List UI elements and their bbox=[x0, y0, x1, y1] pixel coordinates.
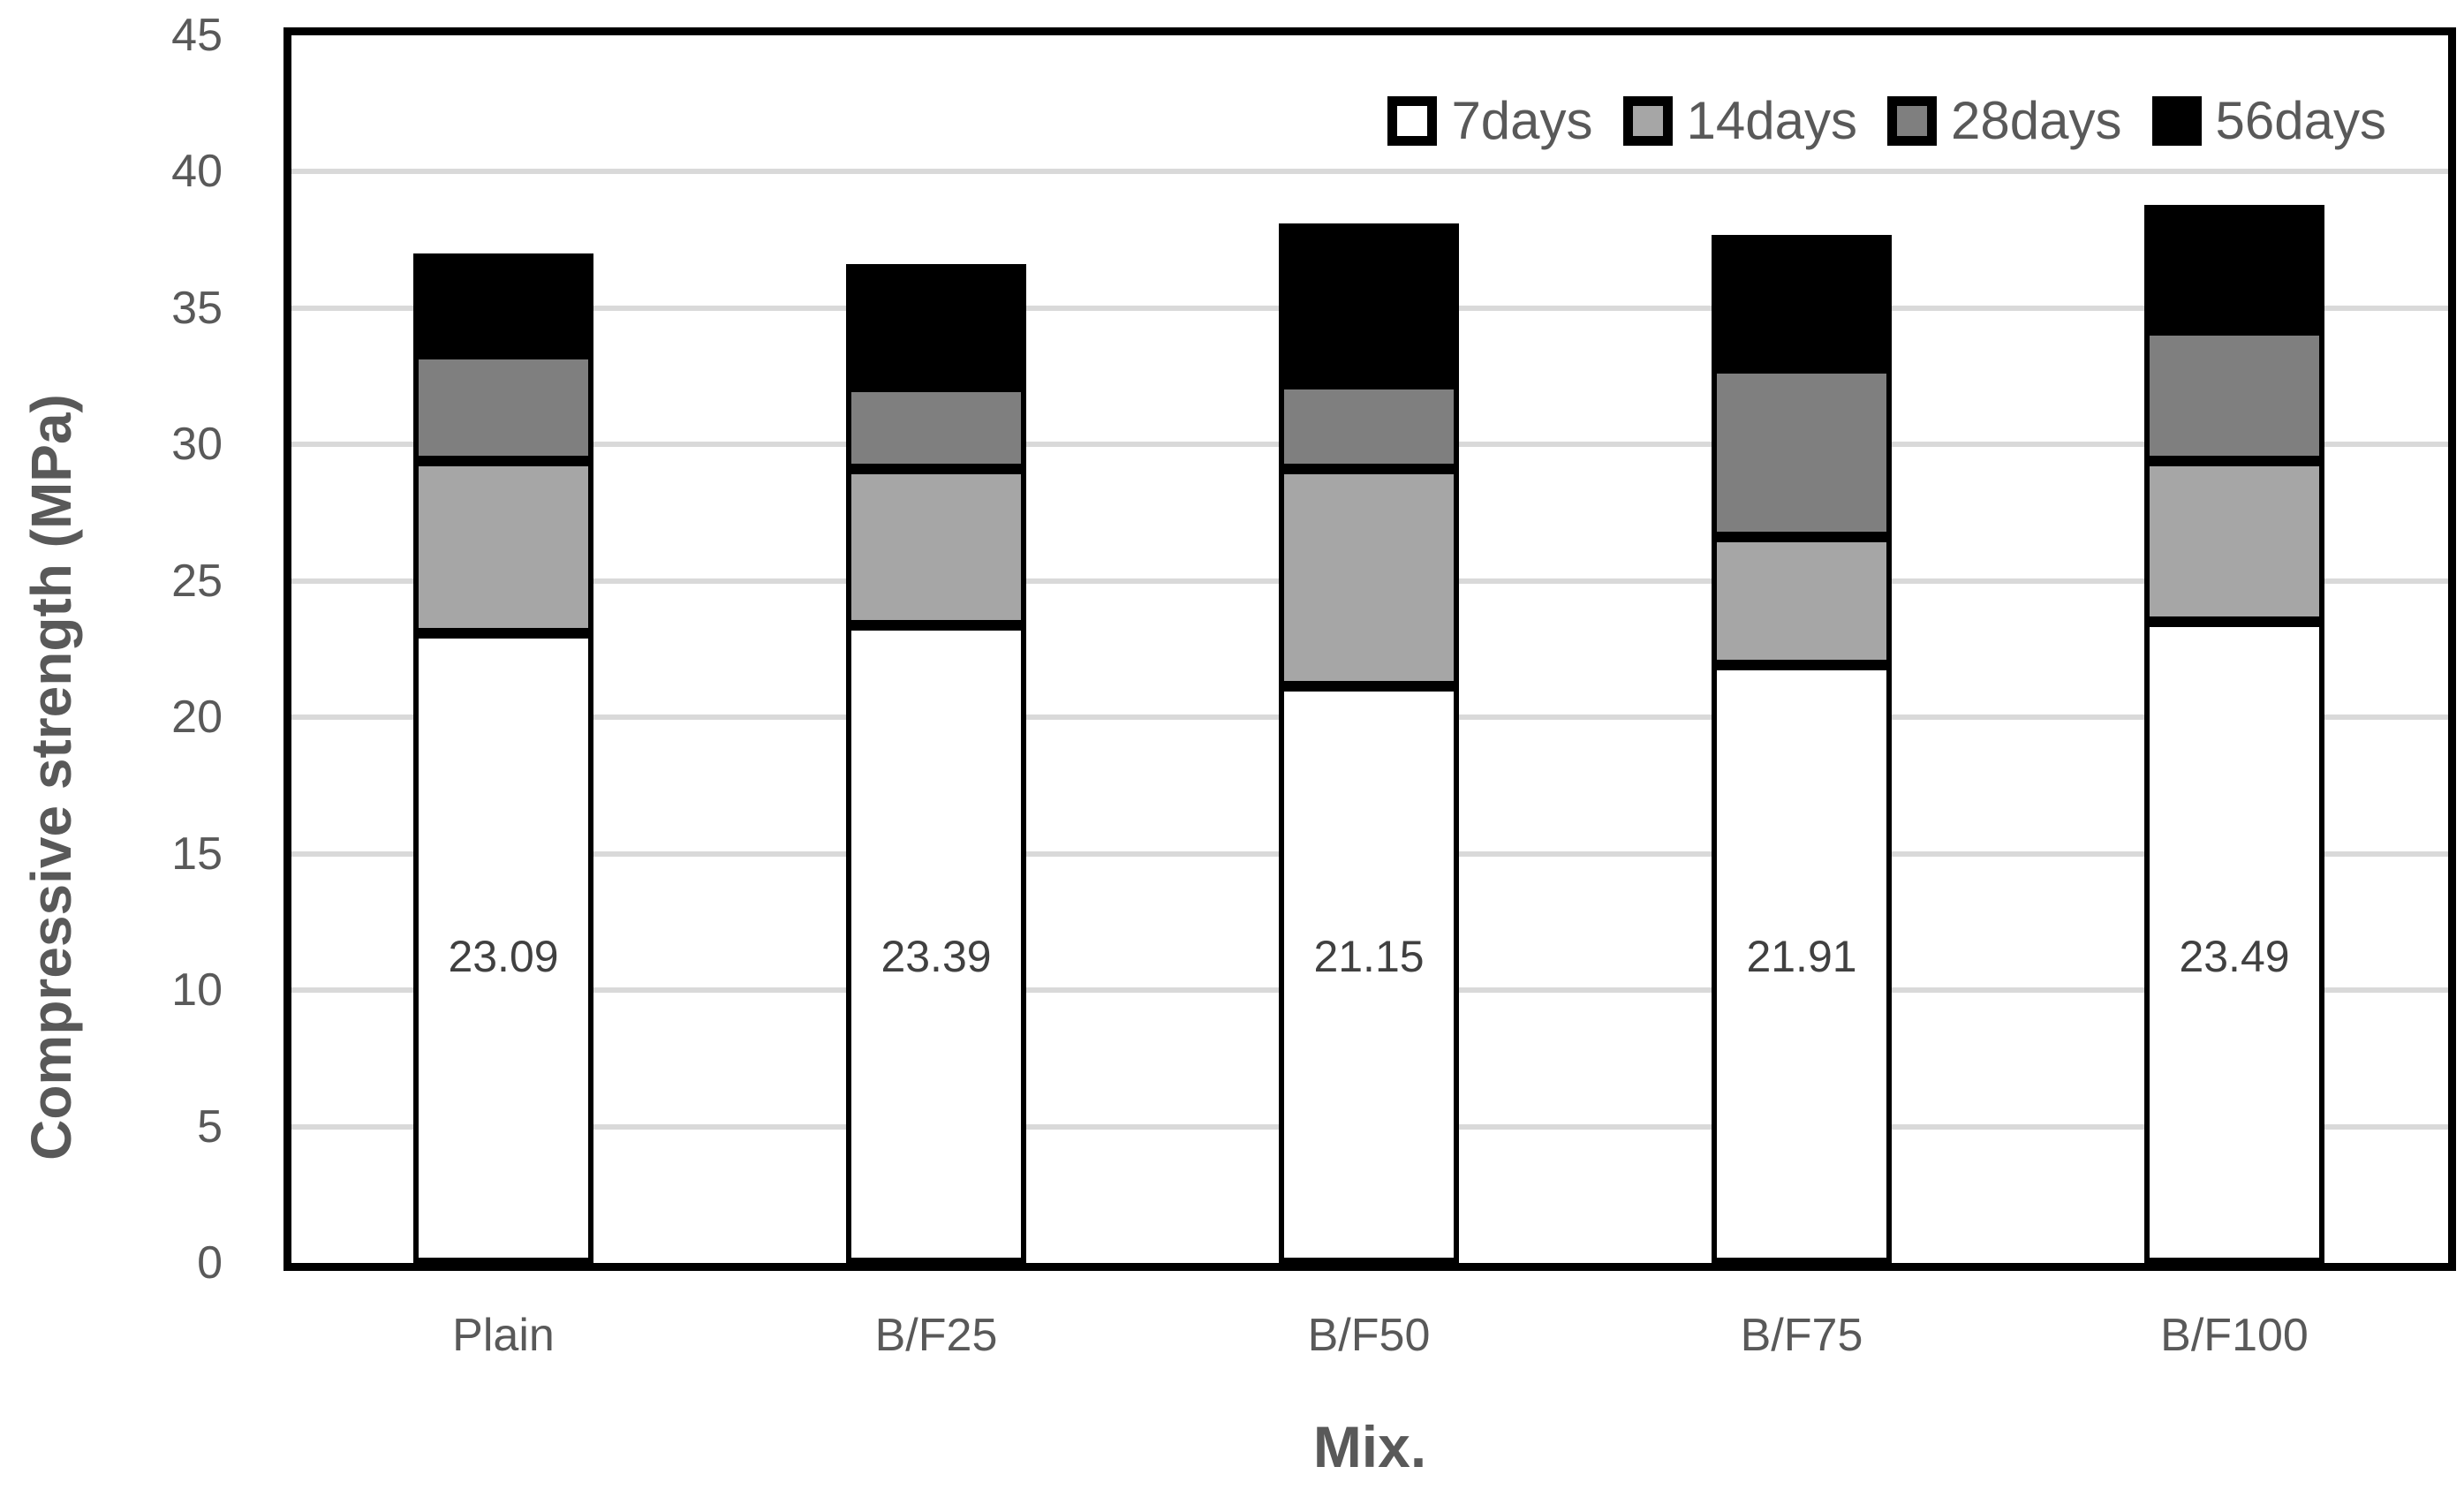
segment-28days bbox=[413, 354, 593, 461]
legend-swatch-icon bbox=[1387, 95, 1438, 146]
segment-7days bbox=[2144, 622, 2324, 1263]
legend-item-14days: 14days bbox=[1622, 90, 1858, 151]
y-tick-label: 20 bbox=[171, 692, 223, 744]
bar-bf75: 21.91 bbox=[1712, 35, 1892, 1263]
y-tick-label: 45 bbox=[171, 10, 223, 61]
segment-7days bbox=[413, 632, 593, 1263]
bar-bf50: 21.15 bbox=[1279, 35, 1459, 1263]
data-label-7days: 23.49 bbox=[2179, 932, 2290, 981]
gridline bbox=[291, 169, 2448, 175]
x-tick-label-bf25: B/F25 bbox=[874, 1310, 998, 1361]
legend-swatch-icon bbox=[1622, 95, 1673, 146]
y-tick-label: 30 bbox=[171, 419, 223, 471]
segment-14days bbox=[2144, 460, 2324, 623]
legend-item-56days: 56days bbox=[2151, 90, 2386, 151]
x-tick-label-plain: Plain bbox=[452, 1310, 555, 1361]
y-tick-label: 15 bbox=[171, 828, 223, 880]
data-label-7days: 21.15 bbox=[1313, 932, 1425, 981]
segment-56days bbox=[846, 264, 1026, 388]
segment-14days bbox=[1712, 537, 1892, 666]
segment-7days bbox=[1712, 665, 1892, 1263]
y-tick-label: 10 bbox=[171, 964, 223, 1017]
data-label-7days: 23.39 bbox=[881, 932, 992, 981]
y-tick-label: 25 bbox=[171, 555, 223, 607]
x-axis-title: Mix. bbox=[1312, 1414, 1427, 1479]
segment-7days bbox=[846, 624, 1026, 1263]
y-tick-label: 35 bbox=[171, 282, 223, 334]
bar-bf100: 23.49 bbox=[2144, 35, 2324, 1263]
segment-56days bbox=[413, 253, 593, 355]
legend-label: 14days bbox=[1686, 91, 1858, 150]
segment-14days bbox=[1279, 469, 1459, 686]
segment-28days bbox=[1712, 367, 1892, 538]
legend-label: 7days bbox=[1451, 91, 1593, 150]
segment-28days bbox=[1279, 384, 1459, 470]
segment-7days bbox=[1279, 685, 1459, 1263]
data-label-7days: 23.09 bbox=[448, 932, 559, 981]
legend-swatch-icon bbox=[1887, 95, 1938, 146]
segment-28days bbox=[846, 387, 1026, 470]
y-tick-label: 5 bbox=[197, 1100, 223, 1153]
legend-label: 56days bbox=[2215, 91, 2386, 150]
segment-56days bbox=[1712, 234, 1892, 368]
y-tick-label: 0 bbox=[197, 1237, 223, 1289]
y-tick-label: 40 bbox=[171, 146, 223, 198]
x-tick-label-bf50: B/F50 bbox=[1307, 1310, 1431, 1361]
legend-swatch-icon bbox=[2151, 95, 2202, 146]
segment-56days bbox=[2144, 204, 2324, 330]
legend: 7days 14days 28days 56days bbox=[1387, 90, 2386, 151]
segment-28days bbox=[2144, 329, 2324, 461]
x-tick-label-bf75: B/F75 bbox=[1740, 1310, 1863, 1361]
segment-14days bbox=[846, 469, 1026, 625]
data-label-7days: 21.91 bbox=[1746, 932, 1857, 981]
bar-bf25: 23.39 bbox=[846, 35, 1026, 1263]
segment-14days bbox=[413, 460, 593, 633]
segment-56days bbox=[1279, 223, 1459, 385]
bar-plain: 23.09 bbox=[413, 35, 593, 1263]
legend-item-28days: 28days bbox=[1887, 90, 2122, 151]
x-tick-label-bf100: B/F100 bbox=[2160, 1310, 2309, 1361]
y-axis-title: Compressive strength (MPa) bbox=[19, 394, 83, 1161]
plot-area: 23.09 23.39 21.15 21.91 23.49 7days 14days 28d… bbox=[283, 27, 2456, 1271]
legend-label: 28days bbox=[1951, 91, 2122, 150]
legend-item-7days: 7days bbox=[1387, 90, 1593, 151]
